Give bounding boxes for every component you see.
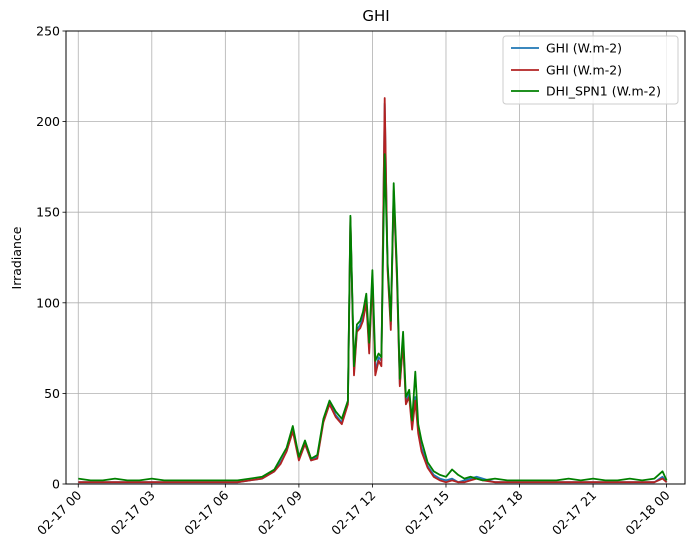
- chart-title: GHI: [362, 7, 389, 25]
- y-tick-label: 200: [36, 114, 60, 129]
- legend: GHI (W.m-2) GHI (W.m-2) DHI_SPN1 (W.m-2): [502, 35, 679, 105]
- legend-box: [502, 35, 679, 105]
- series-line-2: [78, 97, 668, 484]
- series-layer: [78, 97, 668, 484]
- y-tick-label: 100: [36, 295, 60, 310]
- y-tick-label: 150: [36, 205, 60, 220]
- legend-label-ghi-1: GHI (W.m-2): [546, 41, 622, 56]
- y-tick-label: 50: [44, 386, 60, 401]
- y-tick-label: 250: [36, 24, 60, 39]
- y-axis: 0 50 100 150 200 250: [36, 24, 66, 492]
- y-tick-label: 0: [52, 477, 60, 492]
- series-line-3: [78, 153, 668, 482]
- legend-label-dhi-spn1: DHI_SPN1 (W.m-2): [546, 84, 661, 99]
- legend-label-ghi-2: GHI (W.m-2): [546, 63, 622, 78]
- y-axis-label: Irradiance: [9, 226, 24, 289]
- plot-frame: [65, 30, 686, 485]
- grid: [66, 30, 685, 485]
